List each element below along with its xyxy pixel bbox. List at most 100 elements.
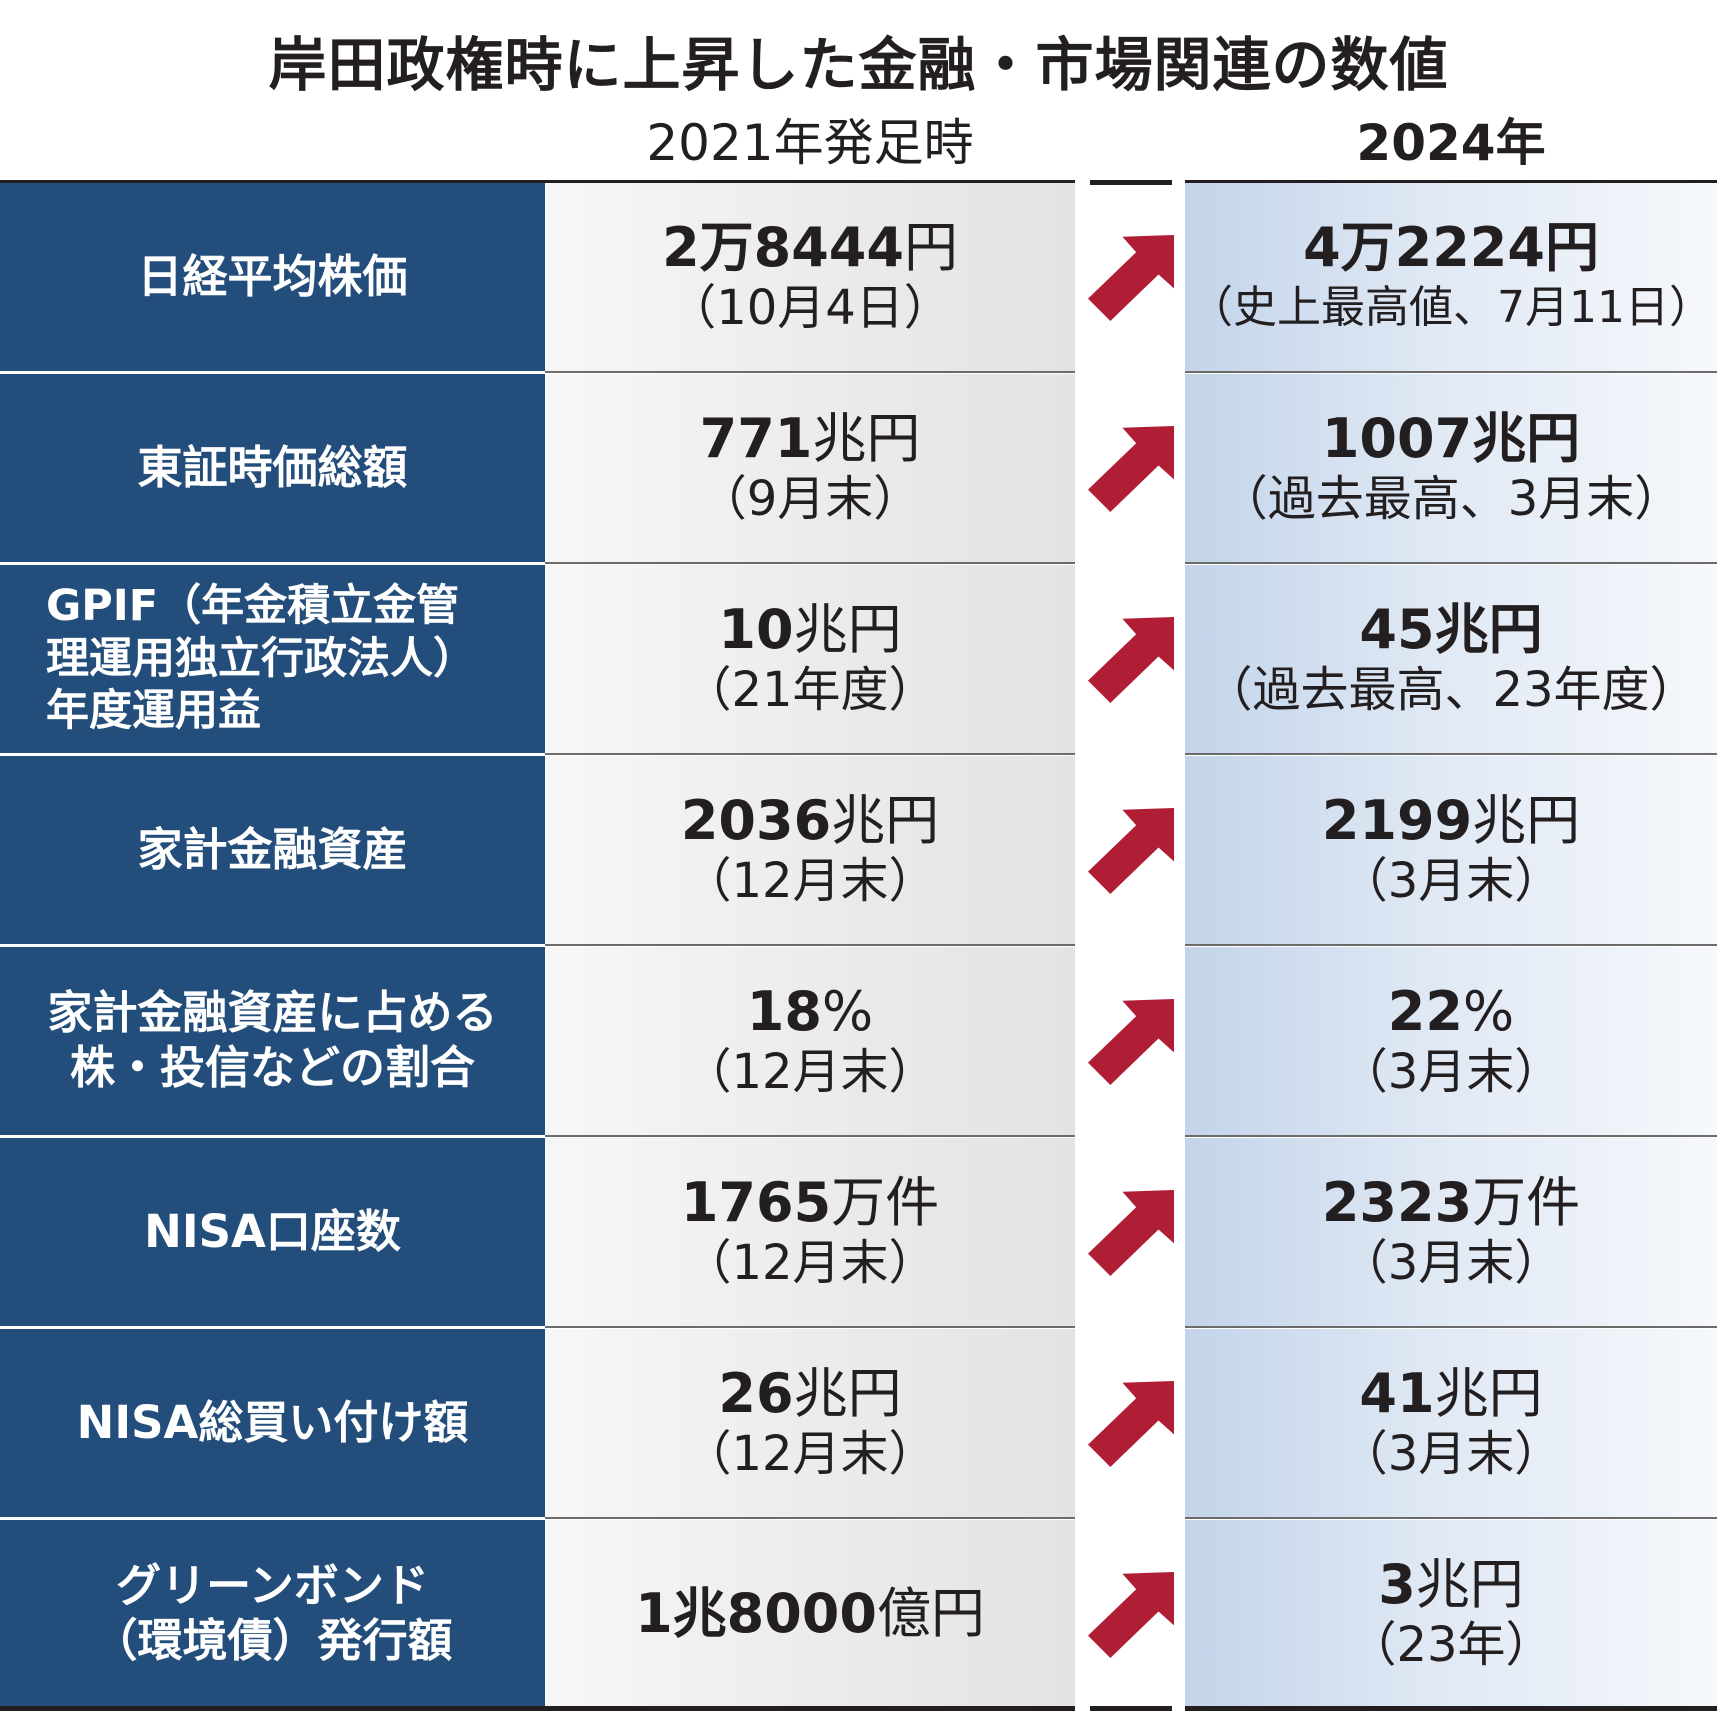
value-2024-note: （過去最高、23年度） — [1204, 662, 1698, 718]
value-2024: 45兆円 — [1359, 599, 1542, 661]
value-2024-cell: 41兆円 （3月末） — [1185, 1329, 1717, 1517]
value-2024: 3兆円 — [1378, 1554, 1524, 1616]
value-2024-cell: 4万2224円 （史上最高値、7月11日） — [1185, 183, 1717, 371]
value-2024-note: （3月末） — [1339, 853, 1563, 909]
value-2024-cell: 1007兆円 （過去最高、3月末） — [1185, 374, 1717, 562]
value-2021-note: （12月末） — [683, 853, 937, 909]
row-divider-right — [1185, 944, 1717, 946]
up-right-arrow-icon — [1088, 1572, 1174, 1658]
value-2024-note: （3月末） — [1339, 1044, 1563, 1100]
row-divider-right — [1185, 562, 1717, 564]
value-2021-unit: 兆円 — [793, 1362, 902, 1425]
row-label: NISA総買い付け額 — [0, 1329, 545, 1517]
value-2024-number: 1007 — [1321, 407, 1473, 470]
row-divider — [0, 944, 1717, 947]
value-2024: 2323万件 — [1322, 1172, 1580, 1234]
row-divider-left — [545, 371, 1075, 373]
row-divider-right — [1185, 371, 1717, 373]
value-2021-cell: 2036兆円 （12月末） — [545, 756, 1075, 944]
row-divider — [0, 562, 1717, 565]
value-2021-note: （21年度） — [683, 662, 937, 718]
value-2024-unit: 兆円 — [1434, 598, 1543, 661]
value-2021: 18% — [747, 981, 873, 1043]
value-2021-number: 2万8444 — [662, 216, 904, 279]
row-label: 日経平均株価 — [0, 183, 545, 371]
value-2024-cell: 2323万件 （3月末） — [1185, 1138, 1717, 1326]
value-2021: 2036兆円 — [681, 790, 939, 852]
table-row: 日経平均株価 2万8444円 （10月4日） 4万2224円 （史上最高値、7月11日） — [0, 183, 1717, 371]
table-row: グリーンボンド （環境債）発行額 1兆8000億円 3兆円 （23年） — [0, 1520, 1717, 1708]
value-2021: 2万8444円 — [662, 217, 958, 279]
value-2021: 1765万件 — [681, 1172, 939, 1234]
value-2021-cell: 1兆8000億円 — [545, 1520, 1075, 1708]
value-2021-number: 2036 — [680, 789, 832, 852]
value-2021-number: 26 — [718, 1362, 794, 1425]
value-2021-note: （12月末） — [683, 1044, 937, 1100]
table-row: GPIF（年金積立金管 理運用独立行政法人） 年度運用益 10兆円 （21年度） 45… — [0, 565, 1717, 753]
up-right-arrow-icon — [1088, 426, 1174, 512]
value-2021-note: （12月末） — [683, 1426, 937, 1482]
value-2021-cell: 2万8444円 （10月4日） — [545, 183, 1075, 371]
row-divider-left — [545, 1135, 1075, 1137]
row-label: 東証時価総額 — [0, 374, 545, 562]
table-row: NISA口座数 1765万件 （12月末） 2323万件 （3月末） — [0, 1138, 1717, 1326]
row-divider-left — [545, 1326, 1075, 1328]
value-2024-cell: 22% （3月末） — [1185, 947, 1717, 1135]
value-2024-number: 2199 — [1321, 789, 1473, 852]
table-row: NISA総買い付け額 26兆円 （12月末） 41兆円 （3月末） — [0, 1329, 1717, 1517]
value-2024: 2199兆円 — [1322, 790, 1580, 852]
up-right-arrow-icon — [1088, 999, 1174, 1085]
value-2021-cell: 26兆円 （12月末） — [545, 1329, 1075, 1517]
row-divider-left — [545, 562, 1075, 564]
row-divider-left — [545, 753, 1075, 755]
value-2024-number: 3 — [1378, 1553, 1416, 1616]
footer-rule-left — [0, 1706, 1075, 1711]
value-2024-number: 2323 — [1321, 1171, 1473, 1234]
value-2024-number: 41 — [1359, 1362, 1435, 1425]
value-2024: 22% — [1388, 981, 1514, 1043]
up-right-arrow-icon — [1088, 1190, 1174, 1276]
row-divider-right — [1185, 1326, 1717, 1328]
table-row: 家計金融資産に占める 株・投信などの割合 18% （12月末） 22% （3月末） — [0, 947, 1717, 1135]
row-divider-right — [1185, 753, 1717, 755]
value-2024-number: 45 — [1359, 598, 1435, 661]
value-2024-cell: 2199兆円 （3月末） — [1185, 756, 1717, 944]
row-divider-left — [545, 1517, 1075, 1519]
value-2024-unit: % — [1462, 980, 1515, 1043]
value-2024-unit: 兆円 — [1472, 789, 1581, 852]
row-label: NISA口座数 — [0, 1138, 545, 1326]
value-2021-unit: 億円 — [876, 1582, 985, 1645]
header-rule-right — [1185, 180, 1717, 185]
value-2024-unit: 兆円 — [1434, 1362, 1543, 1425]
value-2021: 26兆円 — [718, 1363, 901, 1425]
chart-title: 岸田政権時に上昇した金融・市場関連の数値 — [268, 31, 1449, 99]
column-header-2024: 2024年 — [1356, 114, 1546, 172]
value-2024-unit: 万件 — [1472, 1171, 1581, 1234]
value-2024-cell: 45兆円 （過去最高、23年度） — [1185, 565, 1717, 753]
value-2021-number: 1兆8000 — [635, 1582, 877, 1645]
value-2021-unit: 兆円 — [793, 598, 902, 661]
row-divider-right — [1185, 1517, 1717, 1519]
value-2021-unit: % — [821, 980, 874, 1043]
row-divider — [0, 753, 1717, 756]
up-right-arrow-icon — [1088, 808, 1174, 894]
up-right-arrow-icon — [1088, 1381, 1174, 1467]
value-2024: 1007兆円 — [1322, 408, 1580, 470]
value-2024: 41兆円 — [1359, 1363, 1542, 1425]
column-header-2021: 2021年発足時 — [646, 114, 974, 172]
value-2024: 4万2224円 — [1303, 217, 1599, 279]
value-2024-note: （3月末） — [1339, 1235, 1563, 1291]
value-2021-note: （12月末） — [683, 1235, 937, 1291]
up-right-arrow-icon — [1088, 617, 1174, 703]
header-rule-mid — [1090, 180, 1172, 185]
row-label: 家計金融資産 — [0, 756, 545, 944]
value-2021: 771兆円 — [700, 408, 921, 470]
row-label: グリーンボンド （環境債）発行額 — [0, 1520, 545, 1708]
up-right-arrow-icon — [1088, 235, 1174, 321]
value-2021-number: 1765 — [680, 1171, 832, 1234]
table-row: 家計金融資産 2036兆円 （12月末） 2199兆円 （3月末） — [0, 756, 1717, 944]
value-2024-note: （過去最高、3月末） — [1219, 471, 1683, 527]
footer-rule-mid — [1090, 1706, 1172, 1711]
footer-rule-right — [1185, 1706, 1717, 1711]
row-divider-left — [545, 944, 1075, 946]
